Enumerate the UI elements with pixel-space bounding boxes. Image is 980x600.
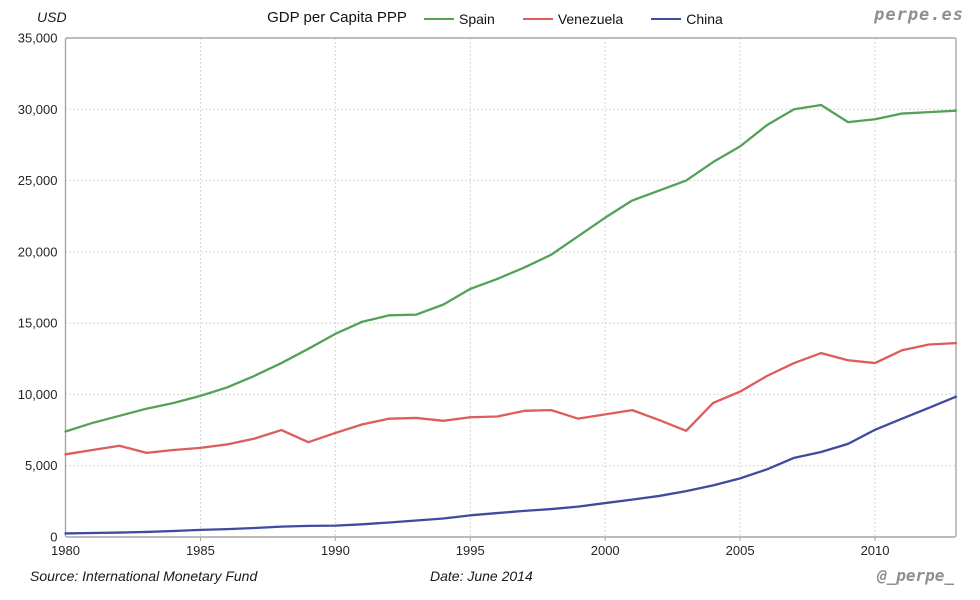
x-axis-tick-label: 1985 [186, 543, 215, 558]
x-axis-tick-label: 1995 [456, 543, 485, 558]
x-axis-tick-label: 2005 [726, 543, 755, 558]
x-axis-tick-label: 1980 [51, 543, 80, 558]
y-axis-tick-label: 10,000 [18, 387, 58, 402]
y-axis-unit-label: USD [37, 9, 67, 25]
spain-series-line [64, 103, 958, 433]
venezuela-series-line [64, 341, 958, 456]
spain-line-swatch [424, 18, 454, 20]
legend-label-venezuela: Venezuela [557, 11, 624, 27]
legend-item-china: China [651, 11, 723, 27]
venezuela-line-swatch [522, 18, 553, 20]
date-note: Date: June 2014 [430, 568, 533, 584]
china-series-line [64, 395, 958, 535]
y-axis-tick-label: 5,000 [25, 458, 58, 473]
y-axis-tick-label: 25,000 [18, 173, 58, 188]
y-axis-tick-label: 35,000 [18, 31, 58, 46]
y-axis-tick-label: 15,000 [18, 316, 58, 331]
y-axis-tick-label: 30,000 [18, 102, 58, 117]
x-axis-tick-label: 1990 [321, 543, 350, 558]
y-axis-tick-label: 0 [50, 530, 57, 545]
legend-label-spain: Spain [459, 11, 495, 27]
legend-item-spain: Spain [424, 11, 495, 27]
legend-label-china: China [686, 11, 723, 27]
china-line-swatch [651, 18, 682, 20]
legend-item-venezuela: Venezuela [522, 11, 624, 27]
site-watermark: perpe.es [874, 5, 964, 25]
chart-title: GDP per Capita PPP [267, 9, 407, 26]
twitter-handle: @_perpe_ [876, 566, 954, 585]
y-axis-tick-label: 20,000 [18, 244, 58, 259]
x-axis-tick-label: 2010 [861, 543, 890, 558]
plot-border [64, 37, 957, 538]
legend: Spain Venezuela China [424, 11, 723, 27]
source-note: Source: International Monetary Fund [30, 568, 258, 584]
x-axis-tick-label: 2000 [591, 543, 620, 558]
